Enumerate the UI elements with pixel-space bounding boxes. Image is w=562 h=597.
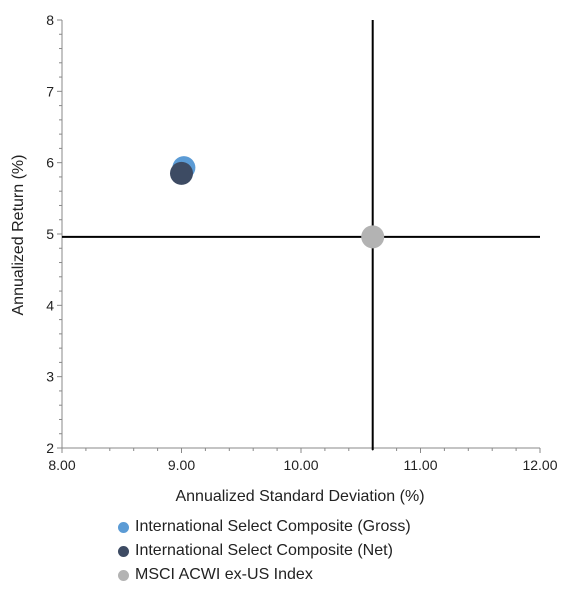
data-point-net (170, 161, 193, 185)
legend-item-index: MSCI ACWI ex-US Index (118, 563, 411, 587)
y-axis-title: Annualized Return (%) (10, 155, 27, 316)
crosshair (62, 20, 540, 450)
y-tick-label: 4 (46, 297, 54, 313)
legend-label-gross: International Select Composite (Gross) (135, 518, 411, 535)
legend-marker-net (118, 545, 129, 557)
y-tick-label: 5 (46, 226, 54, 242)
x-tick-label: 12.00 (522, 457, 557, 473)
data-point-index (361, 225, 385, 249)
x-tick-label: 8.00 (48, 457, 75, 473)
legend-item-net: International Select Composite (Net) (118, 539, 411, 563)
legend-label-index: MSCI ACWI ex-US Index (135, 566, 313, 583)
axes (61, 20, 540, 449)
y-tick-label: 3 (46, 369, 54, 385)
legend-marker-index (118, 569, 129, 581)
y-tick-label: 8 (46, 12, 54, 28)
ticks: 2 3 4 5 6 7 8 8.00 9.00 10.00 11.00 12.00 (46, 12, 558, 473)
data-points (170, 156, 385, 249)
y-tick-label: 2 (46, 440, 54, 456)
y-tick-label: 6 (46, 155, 54, 171)
x-tick-label: 9.00 (168, 457, 195, 473)
scatter-chart: 2 3 4 5 6 7 8 8.00 9.00 10.00 11.00 12.00 Annualize… (10, 12, 558, 505)
x-tick-label: 11.00 (404, 457, 438, 473)
x-axis-title: Annualized Standard Deviation (%) (175, 488, 424, 505)
legend-marker-gross (118, 521, 129, 533)
y-tick-label: 7 (46, 83, 54, 99)
x-tick-label: 10.00 (283, 457, 318, 473)
legend-label-net: International Select Composite (Net) (135, 542, 393, 559)
legend: International Select Composite (Gross) I… (118, 515, 411, 587)
legend-item-gross: International Select Composite (Gross) (118, 515, 411, 539)
